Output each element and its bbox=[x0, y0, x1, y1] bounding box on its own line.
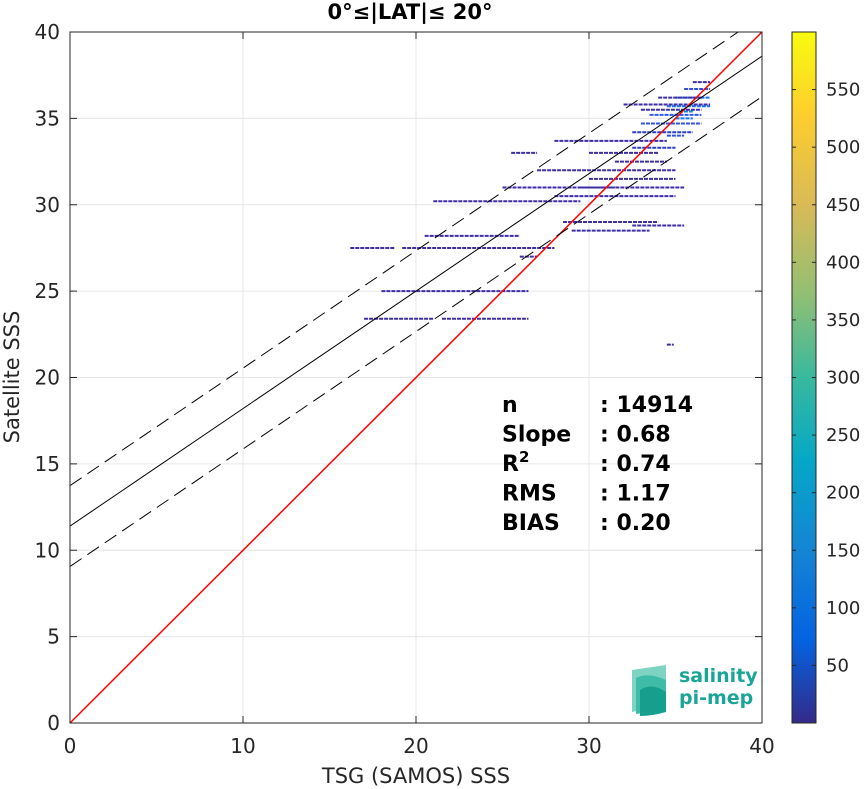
stat-label: n bbox=[502, 393, 518, 418]
fit-lines bbox=[70, 32, 762, 723]
salinity-pi-mep-logo: salinity pi-mep bbox=[632, 665, 758, 716]
regression-band-line bbox=[70, 32, 739, 487]
y-axis-title: Satellite SSS bbox=[0, 311, 24, 444]
stat-value: : 14914 bbox=[600, 393, 693, 418]
y-tick-label: 20 bbox=[35, 366, 60, 390]
colorbar-tick-label: 200 bbox=[826, 483, 860, 504]
colorbar-tick-label: 550 bbox=[826, 80, 860, 101]
stat-value: : 0.20 bbox=[600, 511, 671, 536]
colorbar-tick-label: 500 bbox=[826, 137, 860, 158]
y-tick-label: 35 bbox=[35, 106, 60, 130]
x-tick-label: 40 bbox=[749, 734, 774, 758]
y-tick-label: 5 bbox=[47, 625, 60, 649]
y-tick-label: 40 bbox=[35, 20, 60, 44]
colorbar-tick-label: 100 bbox=[826, 598, 860, 619]
y-tick-label: 10 bbox=[35, 538, 60, 562]
logo-line2: pi-mep bbox=[679, 687, 753, 709]
x-tick-label: 10 bbox=[230, 734, 255, 758]
axis-ticks: 0 10 20 30 40 0 5 10 15 20 25 30 35 40 bbox=[35, 20, 775, 758]
x-tick-label: 30 bbox=[576, 734, 601, 758]
identity-line bbox=[70, 32, 762, 723]
y-tick-label: 0 bbox=[47, 711, 60, 735]
stat-label: BIAS bbox=[502, 511, 560, 536]
colorbar-tick-label: 150 bbox=[826, 540, 860, 561]
regression-band-line bbox=[70, 96, 762, 567]
stat-value: : 0.68 bbox=[600, 423, 671, 448]
colorbar-tick-label: 250 bbox=[826, 425, 860, 446]
stat-label: RMS bbox=[502, 482, 557, 507]
x-tick-label: 0 bbox=[64, 734, 77, 758]
colorbar-tick-label: 300 bbox=[826, 368, 860, 389]
y-tick-label: 30 bbox=[35, 193, 60, 217]
logo-line1: salinity bbox=[679, 665, 758, 687]
stat-value: : 0.74 bbox=[600, 452, 671, 477]
colorbar-tick-label: 400 bbox=[826, 252, 860, 273]
x-axis-title: TSG (SAMOS) SSS bbox=[321, 764, 510, 788]
regression-line bbox=[70, 55, 762, 527]
y-tick-label: 15 bbox=[35, 452, 60, 476]
colorbar-tick-label: 50 bbox=[826, 655, 849, 676]
colorbar-ticks: 50 100 150 200 250 300 350 400 450 500 550 bbox=[792, 80, 860, 676]
density-cells bbox=[350, 81, 711, 346]
colorbar-tick-label: 350 bbox=[826, 310, 860, 331]
stat-label: Slope bbox=[502, 423, 571, 448]
chart-title: 0°≤|LAT|≤ 20° bbox=[327, 0, 492, 25]
stat-label-superscript: 2 bbox=[519, 448, 529, 466]
x-tick-label: 20 bbox=[403, 734, 428, 758]
wave-logo-icon bbox=[632, 665, 666, 716]
y-tick-label: 25 bbox=[35, 279, 60, 303]
colorbar-tick-label: 450 bbox=[826, 195, 860, 216]
stat-value: : 1.17 bbox=[600, 482, 671, 507]
